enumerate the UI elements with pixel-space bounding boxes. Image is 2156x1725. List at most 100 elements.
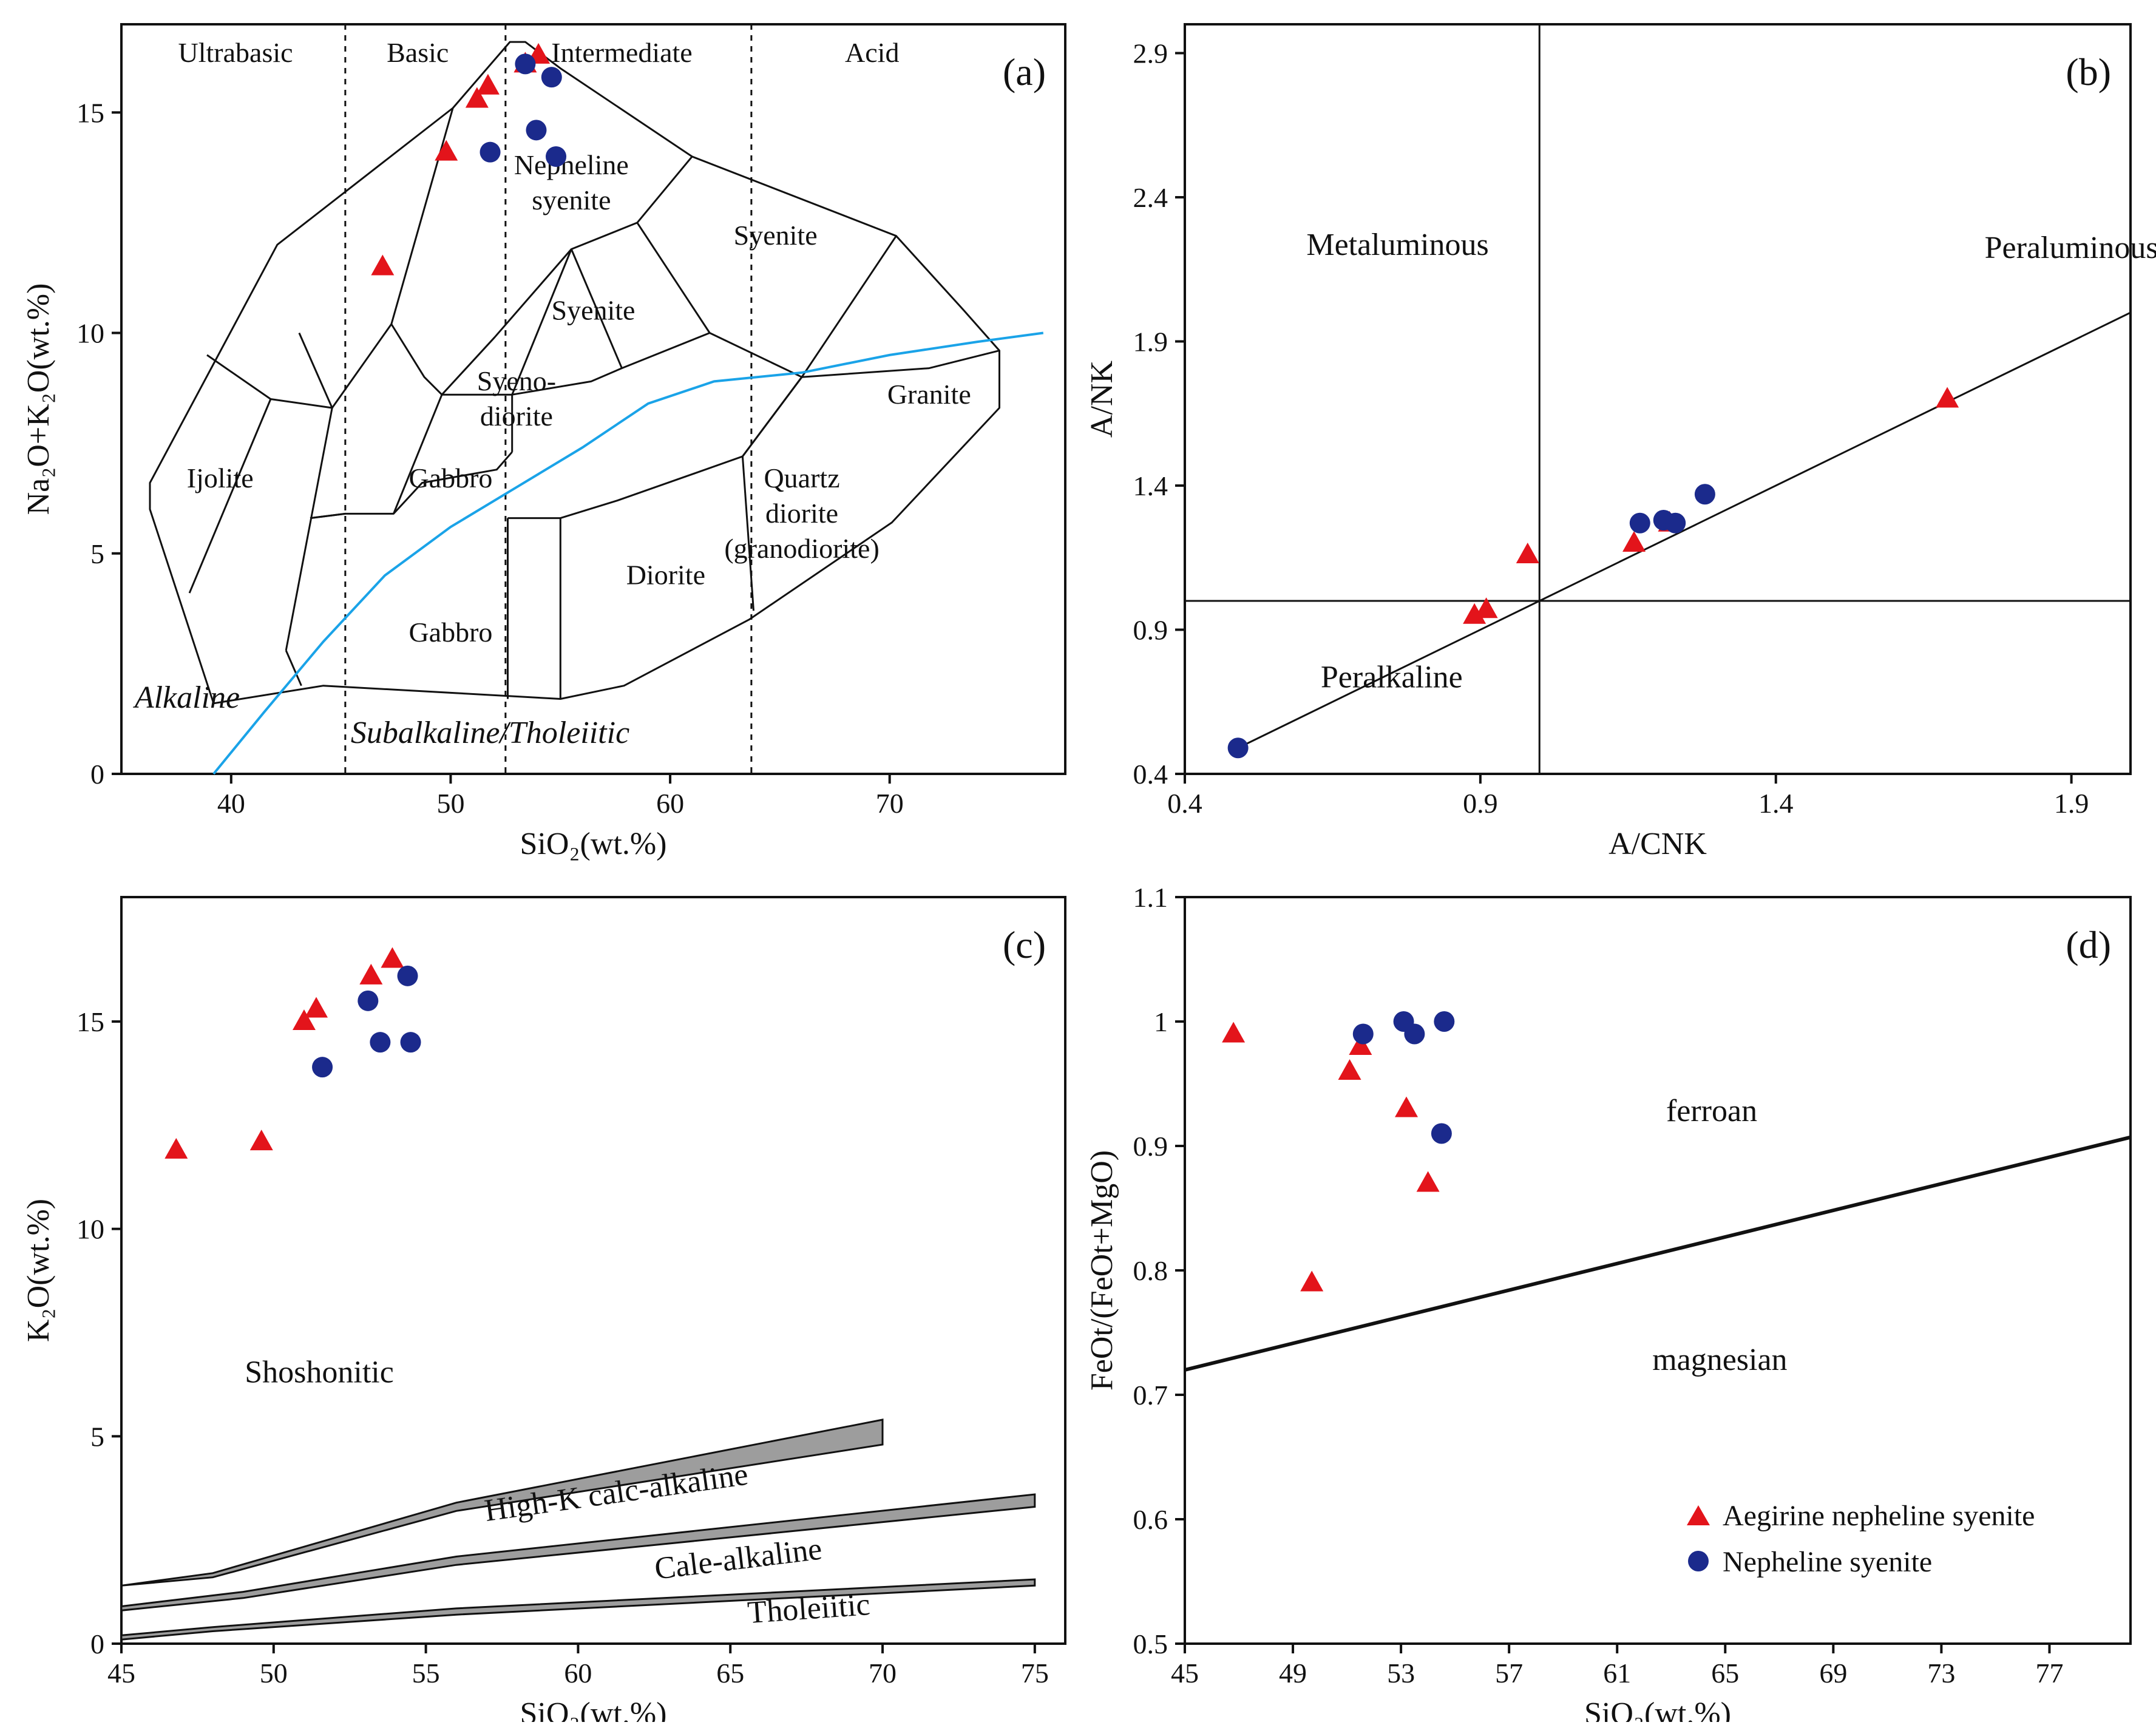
x-tick-label: 65 — [1711, 1658, 1739, 1689]
y-tick-label: 0.9 — [1133, 615, 1168, 646]
field-label: Syenite — [734, 220, 818, 251]
data-point-triangle — [1338, 1059, 1361, 1080]
panel-label: (d) — [2066, 923, 2111, 966]
data-point-triangle — [1222, 1022, 1246, 1043]
data-point-triangle — [1300, 1270, 1324, 1292]
y-tick-label: 1.1 — [1133, 882, 1168, 913]
data-point-circle — [370, 1032, 391, 1053]
y-tick-label: 15 — [76, 1006, 104, 1037]
y-tick-label: 2.4 — [1133, 182, 1168, 213]
y-tick-label: 0.4 — [1133, 759, 1168, 790]
x-tick-label: 50 — [436, 788, 464, 819]
data-point-triangle — [1622, 531, 1646, 552]
classification-boundary — [188, 398, 272, 594]
data-point-circle — [1629, 512, 1650, 534]
region-label: High-K calc-alkaline — [483, 1457, 750, 1528]
y-axis-label: Na₂O+K₂O(wt.%) — [21, 283, 56, 515]
x-tick-label: 45 — [107, 1658, 135, 1689]
x-tick-label: 40 — [217, 788, 245, 819]
region-label: Tholeiitic — [747, 1587, 872, 1630]
x-tick-label: 69 — [1819, 1658, 1847, 1689]
y-tick-label: 0.9 — [1133, 1131, 1168, 1162]
x-tick-label: 55 — [412, 1658, 440, 1689]
y-tick-label: 1 — [1154, 1006, 1168, 1037]
classification-boundary — [441, 248, 572, 396]
legend-circle-marker — [1688, 1551, 1709, 1571]
division-label: Ultrabasic — [178, 37, 293, 68]
x-axis-label: SiO₂(wt.%) — [1584, 1696, 1731, 1722]
x-tick-label: 57 — [1495, 1658, 1523, 1689]
field-label: Diorite — [626, 560, 705, 591]
classification-boundary — [331, 107, 454, 408]
data-point-circle — [546, 146, 567, 167]
panel-b: 0.4 0.9 1.4 1.9 0.4 0.9 1.4 1.9 2.4 2.9 A/CNK A/NK (… — [1085, 23, 2156, 861]
field-label: Gabbro — [408, 463, 492, 493]
ferroan-magnesian-boundary — [1184, 1135, 2131, 1372]
series-label: Alkaline — [133, 680, 240, 715]
data-point-circle — [480, 141, 501, 163]
y-tick-label: 0 — [90, 1628, 104, 1659]
y-tick-label: 0.7 — [1133, 1380, 1168, 1411]
legend-nepheline-label: Nepheline syenite — [1723, 1546, 1932, 1578]
data-point-triangle — [292, 1009, 316, 1030]
panel-d: 45 49 53 57 61 65 69 73 77 0.5 0.6 0.7 0.8 0.9 1 1.1 SiO… — [1085, 882, 2132, 1725]
x-axis-label: A/CNK — [1609, 827, 1707, 861]
x-tick-label: 50 — [260, 1658, 288, 1689]
y-axis-label: K₂O(wt.%) — [21, 1199, 56, 1342]
data-point-circle — [312, 1057, 333, 1078]
data-point-triangle — [1936, 387, 1959, 408]
classification-boundary — [285, 407, 333, 651]
x-tick-label: 1.4 — [1758, 788, 1794, 819]
series-boundary-band — [120, 1493, 1036, 1611]
data-point-circle — [1694, 484, 1715, 505]
plot-frame — [120, 23, 1066, 775]
data-point-triangle — [371, 254, 395, 276]
data-point-triangle — [1349, 1034, 1372, 1055]
region-label: magnesian — [1652, 1343, 1787, 1377]
x-tick-label: 49 — [1279, 1658, 1307, 1689]
data-point-triangle — [1416, 1171, 1440, 1192]
series-boundary-band — [121, 1418, 884, 1587]
classification-boundary — [560, 455, 743, 520]
region-label: Peraluminous — [1985, 231, 2156, 265]
panel-label: (b) — [2066, 50, 2111, 93]
data-point-triangle — [1395, 1096, 1419, 1117]
x-tick-label: 45 — [1171, 1658, 1199, 1689]
y-tick-label: 2.9 — [1133, 38, 1168, 69]
data-point-triangle — [465, 87, 489, 108]
x-tick-label: 0.4 — [1167, 788, 1202, 819]
data-point-circle — [1227, 737, 1249, 759]
classification-boundary — [393, 394, 443, 514]
y-axis-label: FeOt/(FeOt+MgO) — [1085, 1150, 1119, 1391]
plot-frame — [120, 896, 1066, 1645]
field-label: Syenite — [552, 295, 636, 326]
y-tick-label: 5 — [90, 538, 104, 569]
data-point-circle — [1404, 1023, 1425, 1045]
x-tick-label: 60 — [656, 788, 684, 819]
data-point-circle — [515, 53, 536, 75]
data-point-circle — [358, 990, 379, 1011]
data-point-triangle — [381, 947, 404, 968]
data-point-triangle — [359, 963, 383, 985]
series-label: Subalkaline/Tholeiitic — [351, 716, 629, 750]
classification-boundary — [742, 235, 897, 457]
x-axis-label: SiO₂(wt.%) — [520, 827, 667, 861]
field-label: (granodiorite) — [724, 533, 879, 564]
x-tick-label: 77 — [2035, 1658, 2063, 1689]
y-tick-label: 1.4 — [1133, 470, 1168, 501]
field-label: Syeno- — [477, 365, 556, 396]
region-label: Metaluminous — [1306, 228, 1488, 262]
classification-boundary — [310, 512, 346, 520]
data-point-circle — [541, 67, 562, 88]
field-label: syenite — [532, 185, 611, 215]
classification-boundary — [742, 376, 803, 457]
classification-boundary — [801, 350, 1000, 378]
x-tick-label: 53 — [1387, 1658, 1415, 1689]
diagonal-line — [1237, 311, 2131, 749]
data-point-circle — [526, 120, 547, 141]
classification-boundary — [570, 248, 623, 369]
series-boundary-band — [120, 1578, 1036, 1641]
data-point-circle — [397, 965, 418, 986]
data-point-circle — [1431, 1123, 1452, 1144]
